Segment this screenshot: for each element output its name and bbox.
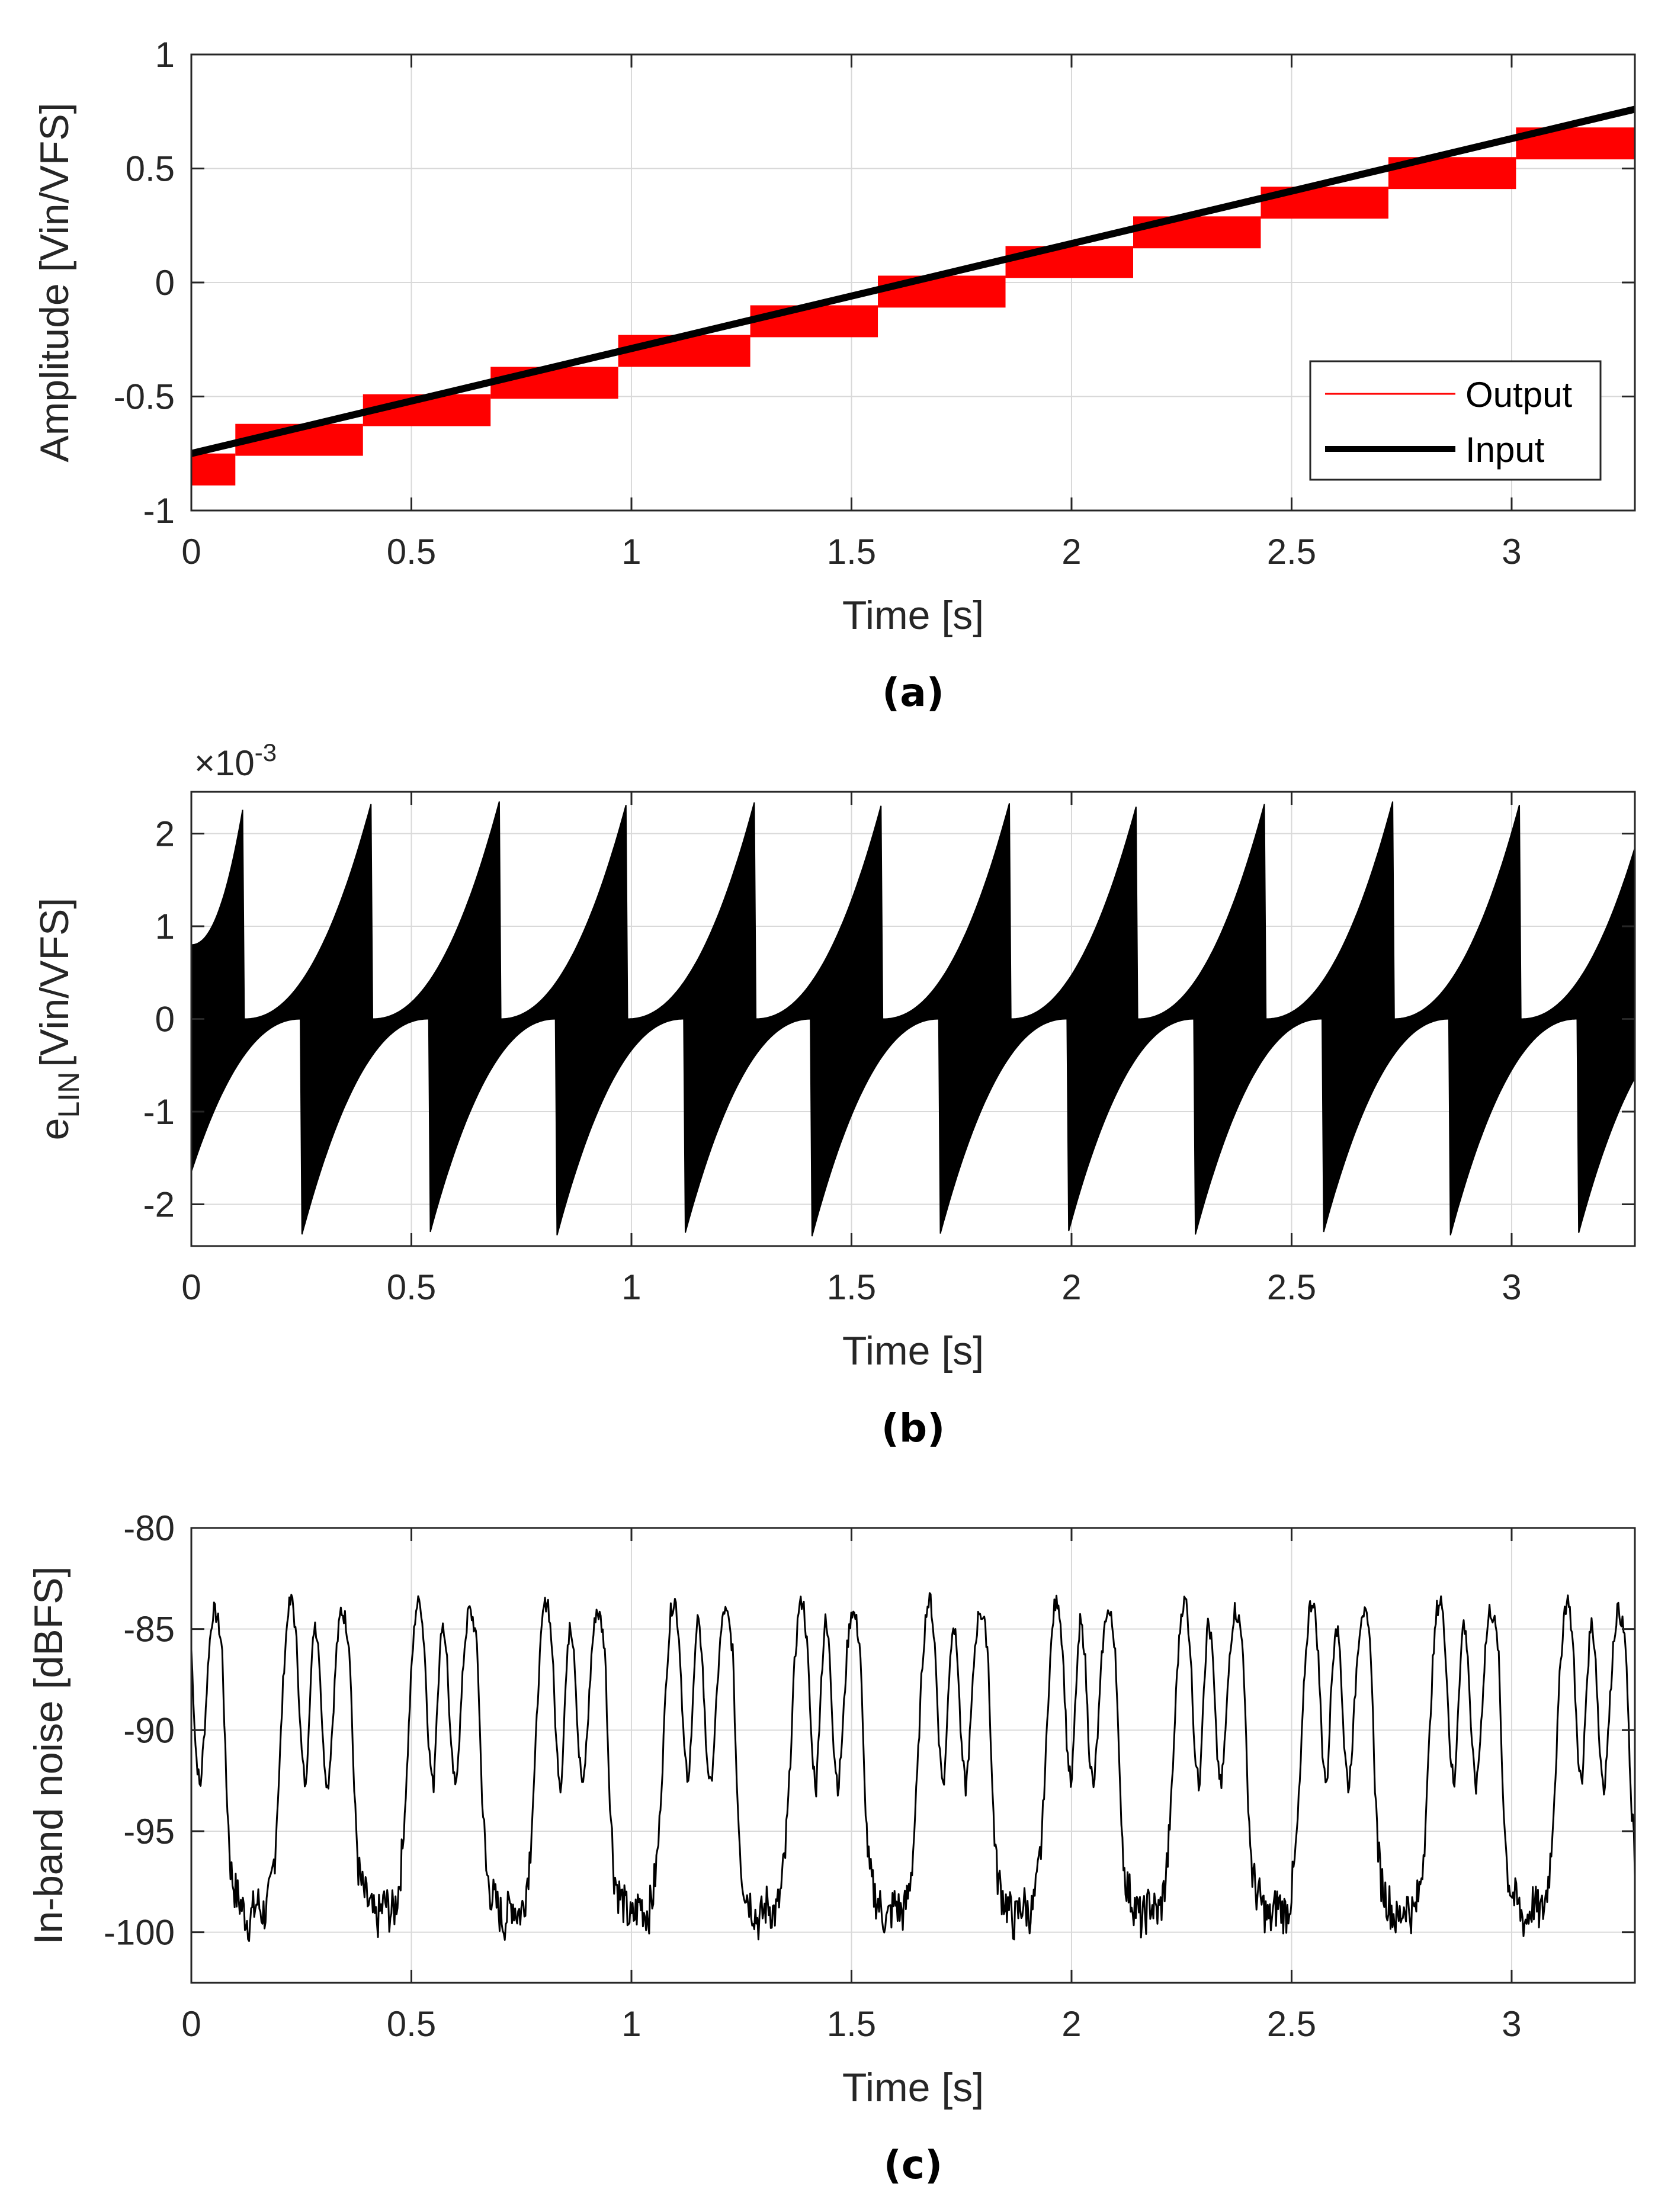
panel-a-legend: Output Input — [1309, 360, 1602, 481]
y-tick-label: 1 — [155, 35, 175, 75]
x-tick-label: 0.5 — [387, 2004, 436, 2044]
output-step-band — [490, 367, 618, 399]
y-tick-label: -95 — [123, 1812, 175, 1851]
x-tick-label: 2.5 — [1267, 1267, 1316, 1307]
panel-b-x-axis-label: Time [s] — [842, 1328, 984, 1373]
panel-a-tick-labels: 0 0.5 1 1.5 2 2.5 3 -1 -0.5 0 0.5 1 — [114, 35, 1635, 572]
y-tick-label: -85 — [123, 1610, 175, 1649]
output-step-band — [1005, 246, 1133, 278]
output-step-band — [618, 335, 750, 367]
legend-input-label: Input — [1465, 430, 1545, 470]
x-tick-label: 1.5 — [827, 1267, 876, 1307]
panel-c-tick-labels: 0 0.5 1 1.5 2 2.5 3 -80 -85 -90 -95 -100 — [104, 1508, 1635, 2044]
panel-b-tick-labels: 0 0.5 1 1.5 2 2.5 3 -2 -1 0 1 2 — [143, 792, 1635, 1307]
output-step-band — [878, 275, 1006, 308]
legend-box — [1309, 360, 1602, 481]
panel-c-axes-frame — [190, 1527, 1636, 1984]
y-tick-label: -80 — [123, 1508, 175, 1548]
x-tick-label: 1 — [621, 1267, 641, 1307]
x-tick-label: 1 — [621, 532, 641, 572]
x-tick-label: 1.5 — [827, 532, 876, 572]
x-tick-label: 2 — [1061, 532, 1081, 572]
y-tick-label: -2 — [143, 1185, 175, 1225]
input-series — [190, 105, 1636, 457]
panel-b-exponent-label: ×10-3 — [194, 739, 277, 783]
inband-noise-series — [190, 1592, 1636, 1942]
y-tick-label: 0.5 — [126, 149, 175, 189]
x-tick-label: 2.5 — [1267, 2004, 1316, 2044]
y-tick-label: 2 — [155, 814, 175, 853]
x-tick-label: 0 — [181, 532, 201, 572]
panel-b-linearity-error-chart: 0 0.5 1 1.5 2 2.5 3 -2 -1 0 1 2 ×10-3 eLIN [Vin/VFS]… — [32, 739, 1636, 1451]
x-tick-label: 2 — [1061, 1267, 1081, 1307]
x-tick-label: 3 — [1502, 532, 1521, 572]
x-tick-label: 3 — [1502, 2004, 1521, 2044]
output-step-band — [191, 453, 236, 486]
x-tick-label: 1.5 — [827, 2004, 876, 2044]
panel-a-y-axis-label: Amplitude [Vin/VFS] — [32, 102, 77, 462]
x-tick-label: 0 — [181, 1267, 201, 1307]
panel-c-x-axis-label: Time [s] — [842, 2065, 984, 2110]
ylabel-units: [Vin/VFS] — [32, 898, 77, 1067]
x-tick-label: 2.5 — [1267, 532, 1316, 572]
y-tick-label: -1 — [143, 1092, 175, 1132]
y-tick-label: 0 — [155, 1000, 175, 1039]
output-series — [191, 127, 1635, 486]
panel-b-caption: (b) — [881, 1405, 945, 1451]
x-tick-label: 2 — [1061, 2004, 1081, 2044]
legend-output-label: Output — [1465, 375, 1572, 415]
y-tick-label: -100 — [104, 1913, 175, 1953]
panel-a-amplitude-chart: 0 0.5 1 1.5 2 2.5 3 -1 -0.5 0 0.5 1 Amplitude [Vin/… — [32, 35, 1636, 715]
y-tick-label: -90 — [123, 1710, 175, 1750]
x-tick-label: 0 — [181, 2004, 201, 2044]
inband-noise-line — [190, 1592, 1636, 1942]
y-tick-label: -1 — [143, 491, 175, 531]
panel-a-caption: (a) — [882, 670, 944, 715]
ylabel-main: e — [32, 1118, 77, 1140]
linearity-error-envelope — [191, 801, 1635, 1237]
x-tick-label: 1 — [621, 2004, 641, 2044]
exponent-prefix: ×10 — [194, 743, 255, 783]
y-tick-label: -0.5 — [114, 377, 175, 417]
ylabel-subscript: LIN — [52, 1072, 85, 1118]
y-tick-label: 0 — [155, 263, 175, 303]
panel-b-y-axis-label: eLIN [Vin/VFS] — [32, 898, 85, 1141]
output-step-band — [750, 305, 878, 338]
panel-c-y-axis-label: In-band noise [dBFS] — [26, 1566, 71, 1945]
exponent-power: -3 — [255, 739, 277, 766]
input-ramp-line — [190, 105, 1636, 457]
panel-c-inband-noise-chart: 0 0.5 1 1.5 2 2.5 3 -80 -85 -90 -95 -100 In-band no… — [26, 1508, 1636, 2188]
x-tick-label: 0.5 — [387, 1267, 436, 1307]
panel-c-caption: (c) — [884, 2142, 942, 2188]
x-tick-label: 3 — [1502, 1267, 1521, 1307]
y-tick-label: 1 — [155, 907, 175, 946]
panel-a-x-axis-label: Time [s] — [842, 593, 984, 638]
x-tick-label: 0.5 — [387, 532, 436, 572]
linearity-error-series — [191, 801, 1635, 1237]
